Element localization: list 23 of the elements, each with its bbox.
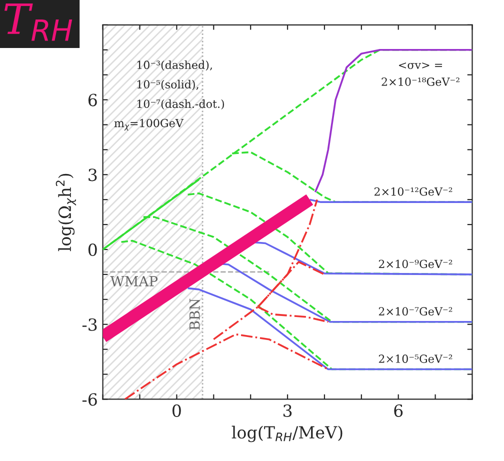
x-tick-label: 0 bbox=[172, 404, 181, 417]
y-tick-label: 6 bbox=[88, 94, 97, 106]
ref-line-label: BBN bbox=[190, 298, 200, 330]
annotation: 10⁻⁵(solid), bbox=[137, 80, 198, 90]
x-axis-title: log(T$_{RH}$/MeV) bbox=[232, 426, 342, 442]
y-tick-label: 0 bbox=[88, 243, 97, 256]
ref-line-label: WMAP bbox=[110, 276, 158, 286]
y-axis-title: log(Ω$_{χ}$h$^{2}$) bbox=[56, 174, 76, 252]
y-tick-label: -3 bbox=[82, 318, 97, 331]
y-tick-label: -6 bbox=[82, 393, 97, 406]
annotation: <σv> = bbox=[399, 62, 442, 70]
series-label: 2×10⁻⁷GeV⁻² bbox=[378, 307, 452, 316]
annotation: 10⁻³(dashed), bbox=[137, 60, 212, 71]
chart-title: T$_{RH}$ bbox=[4, 4, 72, 41]
x-tick-label: 3 bbox=[284, 404, 292, 417]
annotation: 10⁻⁷(dash.-dot.) bbox=[137, 99, 224, 110]
series-label: 2×10⁻¹²GeV⁻² bbox=[374, 187, 452, 196]
x-tick-label: 6 bbox=[394, 404, 403, 417]
annotation: 2×10⁻¹⁸GeV⁻² bbox=[382, 77, 460, 86]
annotation: m$_{χ}$=100GeV bbox=[114, 118, 184, 131]
series-label: 2×10⁻⁹GeV⁻² bbox=[378, 260, 452, 268]
y-tick-label: 3 bbox=[88, 168, 97, 182]
series-label: 2×10⁻⁵GeV⁻² bbox=[378, 354, 452, 363]
